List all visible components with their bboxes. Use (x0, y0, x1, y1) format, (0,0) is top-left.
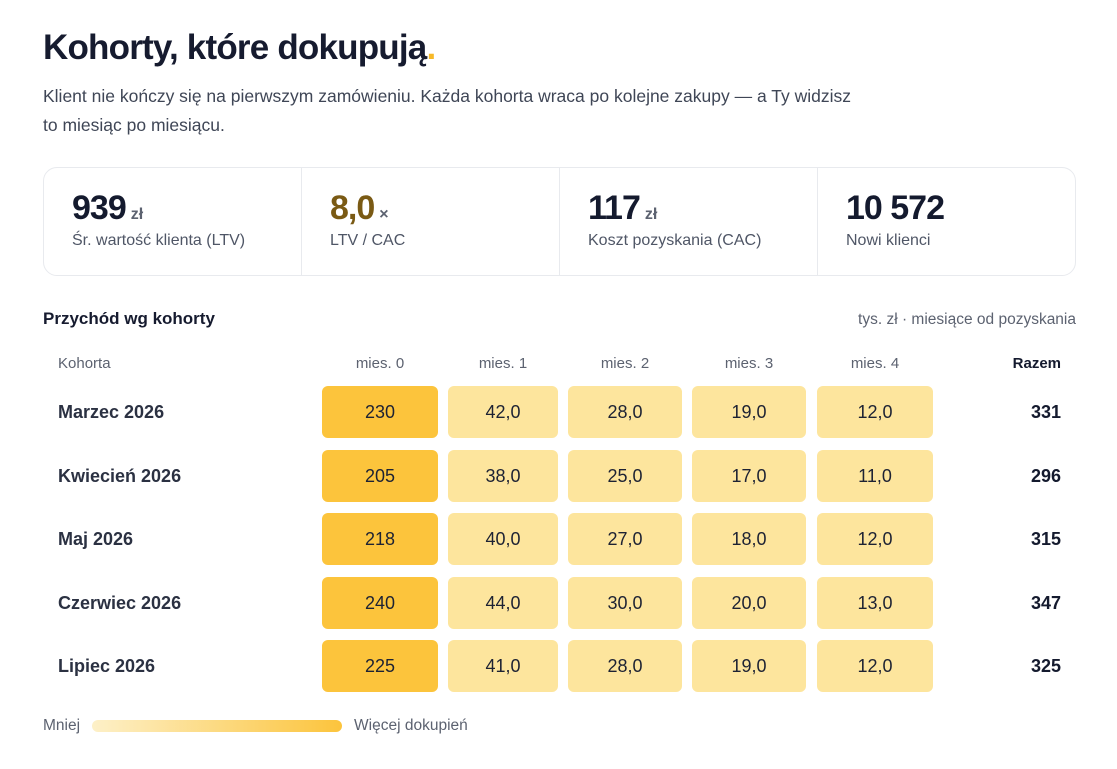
col-header-month-0: mies. 0 (355, 355, 405, 372)
page-subtitle: Klient nie kończy się na pierwszym zamów… (43, 86, 851, 135)
stat-value: 10 572 (846, 189, 945, 227)
heatmap-cell: 27,0 (568, 513, 682, 565)
cohort-label: Marzec 2026 (58, 402, 165, 422)
heatmap-cell: 12,0 (817, 513, 933, 565)
heatmap-cell: 42,0 (448, 386, 558, 438)
heatmap-cell: 205 (322, 450, 438, 502)
heatmap-cell: 13,0 (817, 577, 933, 629)
row-total: 296 (1030, 466, 1061, 486)
stat-value: 117 (588, 189, 641, 227)
heatmap-cell: 41,0 (448, 640, 558, 692)
stat-cac: 117 zł Koszt pozyskania (CAC) (559, 168, 817, 275)
col-header-total: Razem (1012, 355, 1061, 372)
stat-label: LTV / CAC (330, 232, 406, 249)
stat-value: 8,0 (330, 189, 375, 227)
heatmap-legend: Mniej Więcej dokupień (43, 717, 468, 735)
title-accent-dot: . (426, 28, 436, 67)
stat-value: 939 (72, 189, 127, 227)
stat-label: Nowi klienci (846, 232, 931, 249)
page-title: Kohorty, które dokupują. (43, 28, 436, 67)
stat-unit: zł (644, 206, 658, 223)
col-header-month-4: mies. 4 (850, 355, 900, 372)
heatmap-cell: 12,0 (817, 386, 933, 438)
cohort-label: Kwiecień 2026 (58, 466, 182, 486)
heatmap-cell: 11,0 (817, 450, 933, 502)
heatmap-cell: 12,0 (817, 640, 933, 692)
cohort-label: Maj 2026 (58, 529, 134, 549)
stat-label: Śr. wartość klienta (LTV) (72, 232, 246, 249)
row-total: 325 (1030, 656, 1061, 676)
heatmap-cell: 28,0 (568, 640, 682, 692)
row-total: 347 (1030, 593, 1061, 613)
heatmap-cell: 19,0 (692, 386, 806, 438)
row-total: 331 (1030, 402, 1061, 422)
heatmap-cell: 240 (322, 577, 438, 629)
stats-panel: 939 zł Śr. wartość klienta (LTV) 8,0 × L… (43, 167, 1076, 276)
heatmap-cell: 18,0 (692, 513, 806, 565)
stat-new-customers: 10 572 Nowi klienci (817, 168, 1075, 275)
cohort-label: Czerwiec 2026 (58, 593, 182, 613)
legend-gradient-bar (92, 720, 343, 732)
heatmap-cell: 25,0 (568, 450, 682, 502)
heatmap-cell: 230 (322, 386, 438, 438)
table-units-note: tys. zł · miesiące od pozyskania (858, 311, 1076, 328)
heatmap-cell: 17,0 (692, 450, 806, 502)
heatmap-cell: 218 (322, 513, 438, 565)
row-total: 315 (1030, 529, 1061, 549)
legend-more-label: Więcej dokupień (354, 717, 468, 734)
table-title: Przychód wg kohorty (43, 309, 215, 328)
heatmap-cell: 19,0 (692, 640, 806, 692)
stat-ltv: 939 zł Śr. wartość klienta (LTV) (44, 168, 301, 275)
stat-label: Koszt pozyskania (CAC) (588, 232, 762, 249)
col-header-cohort: Kohorta (58, 355, 111, 372)
heatmap-cell: 38,0 (448, 450, 558, 502)
col-header-month-1: mies. 1 (478, 355, 528, 372)
heatmap-cell: 225 (322, 640, 438, 692)
stat-unit: zł (130, 206, 144, 223)
stat-ltv-cac: 8,0 × LTV / CAC (301, 168, 559, 275)
heatmap-cell: 44,0 (448, 577, 558, 629)
heatmap-cell: 40,0 (448, 513, 558, 565)
heatmap-cell: 28,0 (568, 386, 682, 438)
col-header-month-2: mies. 2 (600, 355, 650, 372)
cohort-label: Lipiec 2026 (58, 656, 156, 676)
legend-less-label: Mniej (43, 717, 81, 734)
stat-unit: × (379, 206, 389, 223)
col-header-month-3: mies. 3 (724, 355, 774, 372)
heatmap-cell: 20,0 (692, 577, 806, 629)
heatmap-cell: 30,0 (568, 577, 682, 629)
